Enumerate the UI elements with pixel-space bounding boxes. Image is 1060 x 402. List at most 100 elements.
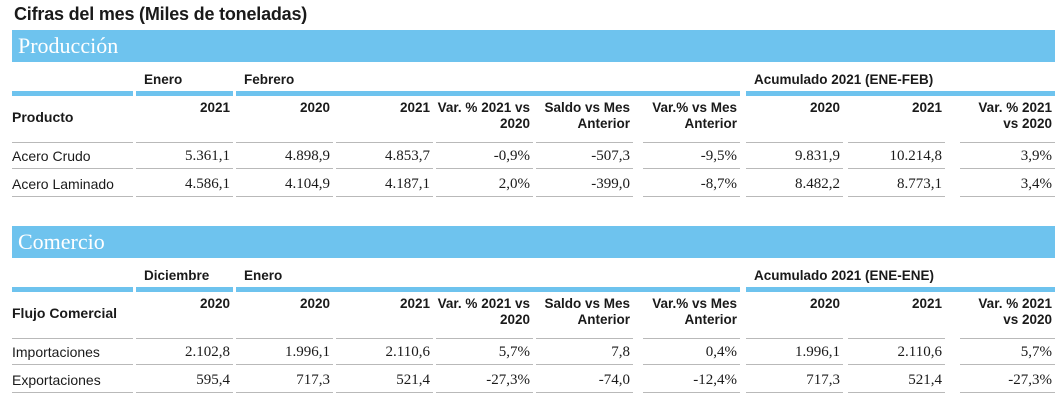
table-cell: -399,0 [591,176,630,192]
table-row-label: Exportaciones [12,372,101,388]
row-separator [848,364,945,365]
header-separator [336,142,433,143]
column-header: Var.% vs Mes Anterior [652,100,737,131]
header-separator [436,142,533,143]
header-separator [136,338,233,339]
column-header: 2020 [299,296,330,311]
page-title: Cifras del mes (Miles de toneladas) [14,4,308,24]
table-cell: 2.102,8 [185,344,230,360]
table-cell: 0,4% [705,344,737,360]
row-separator [643,196,740,197]
row-separator [336,196,433,197]
row-separator [643,364,740,365]
table-cell: 4.586,1 [185,176,230,192]
row-separator [12,392,133,393]
table-cell: 3,4% [1020,176,1052,192]
row-separator [746,196,843,197]
table-cell: -27,3% [486,372,530,388]
header-separator [536,142,633,143]
group-underline [236,91,740,96]
row-separator [236,196,333,197]
table-cell: 2.110,6 [385,344,430,360]
header-separator [236,142,333,143]
header-separator [746,338,843,339]
group-underline [136,91,233,96]
row-separator [236,392,333,393]
row-separator [536,168,633,169]
column-header: 2020 [299,100,330,115]
column-underline [12,91,133,96]
column-header: 2020 [809,296,840,311]
row-separator [746,168,843,169]
table-cell: -27,3% [1008,372,1052,388]
row-separator [236,168,333,169]
table-cell: 4.187,1 [385,176,430,192]
table-cell: 717,3 [296,372,330,388]
row-separator [536,196,633,197]
row-header-label: Producto [12,109,74,125]
group-label: Febrero [244,72,295,87]
row-separator [536,364,633,365]
row-separator [12,196,133,197]
table-row-label: Importaciones [12,344,100,360]
row-separator [136,168,233,169]
header-separator [336,338,433,339]
column-header: Saldo vs Mes Anterior [544,296,630,327]
row-separator [848,168,945,169]
row-separator [643,392,740,393]
header-separator [136,142,233,143]
table-cell: 1.996,1 [795,344,840,360]
table-cell: 8.482,2 [795,176,840,192]
table-cell: 2.110,6 [897,344,942,360]
table-cell: 521,4 [908,372,942,388]
table-cell: 3,9% [1020,148,1052,164]
table-row-label: Acero Crudo [12,148,91,164]
table-cell: 4.898,9 [285,148,330,164]
group-label: Acumulado 2021 (ENE-ENE) [754,268,935,283]
table-cell: 521,4 [396,372,430,388]
row-separator [960,364,1055,365]
table-cell: -74,0 [598,372,630,388]
column-header: 2021 [199,100,230,115]
row-separator [436,364,533,365]
header-separator [960,142,1055,143]
column-header: Var. % 2021 vs 2020 [437,100,530,131]
table-cell: 4.104,9 [285,176,330,192]
header-separator [536,338,633,339]
group-underline [746,287,1055,292]
table-cell: 9.831,9 [795,148,840,164]
table-cell: 717,3 [806,372,840,388]
column-header: 2021 [399,100,430,115]
row-separator [12,364,133,365]
header-separator [643,142,740,143]
row-separator [12,168,133,169]
row-separator [136,364,233,365]
table-cell: 10.214,8 [889,148,943,164]
header-separator [12,142,133,143]
header-separator [643,338,740,339]
table-cell: 4.853,7 [385,148,430,164]
row-separator [436,196,533,197]
group-underline [236,287,740,292]
table-cell: 5.361,1 [185,148,230,164]
table-cell: -0,9% [493,148,530,164]
table-cell: 8.773,1 [897,176,942,192]
header-separator [960,338,1055,339]
header-separator [436,338,533,339]
column-header: Saldo vs Mes Anterior [544,100,630,131]
section-title-bar: Comercio [12,226,1055,258]
group-label: Enero [144,72,183,87]
column-header: 2021 [911,100,942,115]
group-label: Acumulado 2021 (ENE-FEB) [754,72,934,87]
table-cell: 5,7% [498,344,530,360]
header-separator [848,142,945,143]
row-separator [536,392,633,393]
header-separator [12,338,133,339]
row-separator [236,364,333,365]
section-title-bar: Producción [12,30,1055,62]
header-separator [848,338,945,339]
row-separator [746,364,843,365]
column-header: 2020 [199,296,230,311]
row-header-label: Flujo Comercial [12,305,118,321]
header-separator [746,142,843,143]
